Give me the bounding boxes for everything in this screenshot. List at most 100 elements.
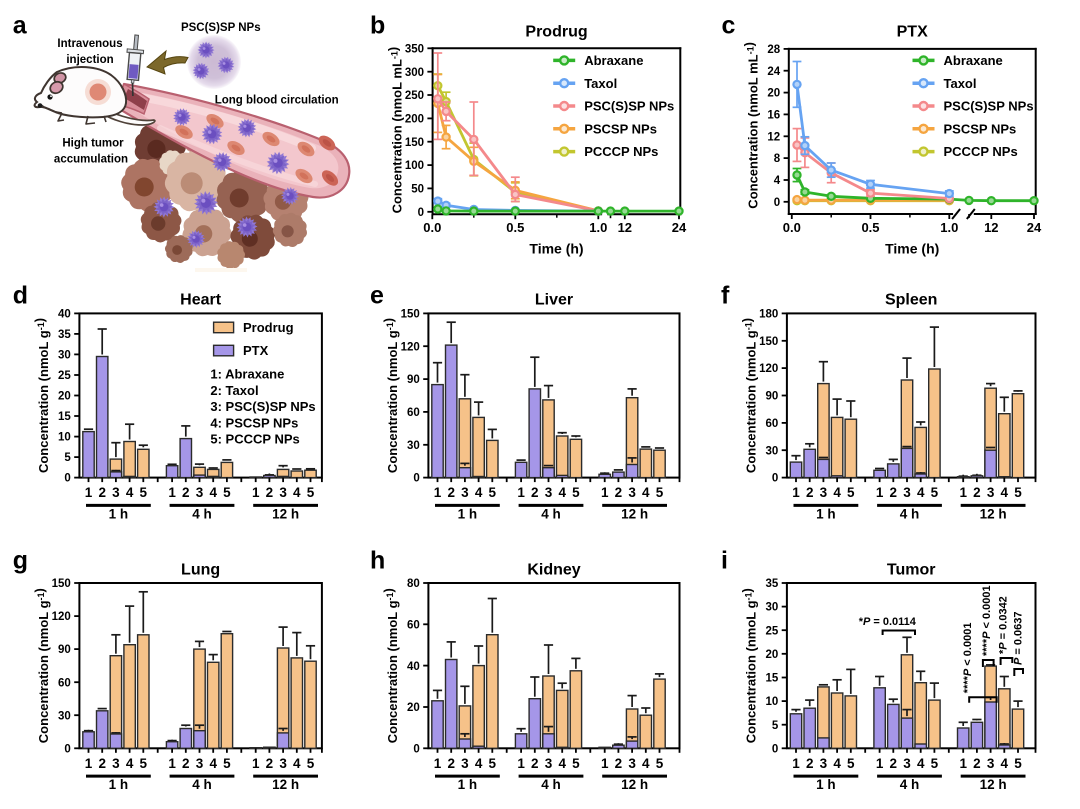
svg-text:5: 5 [772, 720, 779, 732]
svg-text:30: 30 [58, 350, 71, 362]
svg-text:3: 3 [628, 756, 636, 771]
svg-text:a: a [13, 12, 28, 40]
svg-text:4 h: 4 h [192, 506, 212, 521]
svg-text:Concentration (nmoL g-1): Concentration (nmoL g-1) [381, 588, 400, 743]
svg-text:0: 0 [774, 197, 780, 209]
svg-text:4: 4 [475, 485, 483, 500]
svg-text:4: 4 [126, 756, 134, 771]
svg-text:40: 40 [407, 661, 420, 673]
svg-text:1: 1 [959, 485, 967, 500]
svg-text:2: Taxol: 2: Taxol [210, 383, 258, 398]
svg-text:4 h: 4 h [541, 506, 561, 521]
svg-text:3: 3 [820, 756, 828, 771]
svg-text:1: 1 [517, 756, 525, 771]
svg-text:1: 1 [252, 485, 260, 500]
svg-text:4: 4 [126, 485, 134, 500]
svg-text:12: 12 [618, 220, 632, 235]
svg-text:0: 0 [772, 473, 778, 485]
svg-text:2: 2 [182, 485, 190, 500]
svg-text:60: 60 [58, 677, 71, 689]
svg-text:0: 0 [413, 743, 419, 755]
svg-text:3: 3 [112, 485, 120, 500]
svg-text:Long blood circulation: Long blood circulation [215, 95, 339, 107]
svg-text:3: 3 [903, 756, 911, 771]
svg-text:Time (h): Time (h) [529, 241, 583, 257]
svg-text:3: 3 [196, 756, 204, 771]
svg-text:4: 4 [209, 485, 217, 500]
svg-text:3: 3 [545, 756, 553, 771]
svg-text:12 h: 12 h [272, 506, 299, 521]
svg-text:2: 2 [447, 756, 455, 771]
svg-text:50: 50 [411, 184, 424, 196]
svg-text:Abraxane: Abraxane [584, 53, 643, 68]
svg-text:b: b [370, 12, 385, 40]
svg-text:2: 2 [182, 756, 190, 771]
svg-text:24: 24 [672, 220, 687, 235]
svg-text:5: 5 [1014, 756, 1022, 771]
svg-text:PSC(S)SP NPs: PSC(S)SP NPs [181, 22, 261, 34]
svg-text:2: 2 [615, 485, 623, 500]
svg-text:12 h: 12 h [621, 506, 648, 521]
svg-text:1: 1 [876, 756, 884, 771]
svg-text:5: 5 [223, 756, 231, 771]
svg-text:30: 30 [766, 445, 779, 457]
svg-text:25: 25 [58, 370, 71, 382]
svg-text:1.0: 1.0 [589, 220, 607, 235]
svg-text:40: 40 [58, 309, 71, 321]
svg-text:5: 5 [847, 756, 855, 771]
svg-text:Tumor: Tumor [887, 561, 936, 578]
svg-text:h: h [370, 547, 385, 575]
svg-text:3: 3 [987, 485, 995, 500]
svg-text:PCCCP NPs: PCCCP NPs [944, 144, 1018, 159]
svg-text:8: 8 [774, 153, 781, 165]
svg-text:1.0: 1.0 [940, 220, 958, 235]
svg-text:4: 4 [293, 485, 301, 500]
svg-text:P = 0.0637: P = 0.0637 [1012, 611, 1024, 665]
svg-text:*P = 0.0114: *P = 0.0114 [859, 616, 917, 628]
svg-text:16: 16 [767, 110, 780, 122]
svg-text:i: i [721, 547, 728, 575]
svg-text:*P = 0.0342: *P = 0.0342 [998, 596, 1010, 654]
svg-text:5: 5 [572, 485, 580, 500]
svg-text:4: 4 [558, 485, 566, 500]
svg-text:20: 20 [407, 702, 420, 714]
svg-text:g: g [13, 547, 28, 575]
svg-text:25: 25 [766, 625, 779, 637]
svg-text:60: 60 [407, 619, 420, 631]
svg-text:PSCSP NPs: PSCSP NPs [584, 121, 657, 136]
svg-text:28: 28 [767, 44, 780, 56]
svg-text:30: 30 [407, 440, 420, 452]
svg-text:Concentration (nmoL g-1): Concentration (nmoL g-1) [740, 318, 759, 473]
svg-text:150: 150 [759, 336, 778, 348]
svg-text:10: 10 [766, 696, 779, 708]
svg-text:2: 2 [447, 485, 455, 500]
svg-text:350: 350 [405, 43, 424, 55]
svg-text:15: 15 [58, 411, 71, 423]
svg-text:0: 0 [64, 473, 70, 485]
svg-text:Concentration (nmoL mL-1): Concentration (nmoL mL-1) [385, 47, 404, 214]
svg-text:5: 5 [307, 485, 315, 500]
svg-text:4 h: 4 h [541, 777, 561, 792]
svg-text:4 h: 4 h [192, 777, 212, 792]
svg-text:****P < 0.0001: ****P < 0.0001 [962, 623, 974, 694]
svg-text:150: 150 [405, 137, 424, 149]
svg-text:1: 1 [85, 485, 93, 500]
svg-text:5: 5 [140, 485, 148, 500]
svg-text:5: 5 [64, 452, 71, 464]
svg-text:Concentration (nmoL mL-1): Concentration (nmoL mL-1) [742, 42, 761, 209]
svg-text:PSC(S)SP NPs: PSC(S)SP NPs [944, 99, 1034, 114]
svg-text:Prodrug: Prodrug [525, 24, 587, 41]
svg-text:1: 1 [252, 756, 260, 771]
svg-text:5: 5 [489, 485, 497, 500]
svg-text:0.5: 0.5 [506, 220, 524, 235]
svg-text:0.0: 0.0 [783, 220, 801, 235]
svg-text:Taxol: Taxol [584, 76, 617, 91]
svg-text:2: 2 [531, 485, 539, 500]
svg-text:60: 60 [407, 407, 420, 419]
svg-text:2: 2 [806, 485, 814, 500]
svg-text:250: 250 [405, 90, 424, 102]
svg-text:Spleen: Spleen [885, 291, 937, 308]
svg-text:2: 2 [98, 756, 106, 771]
svg-text:300: 300 [405, 67, 424, 79]
svg-text:200: 200 [405, 114, 424, 126]
